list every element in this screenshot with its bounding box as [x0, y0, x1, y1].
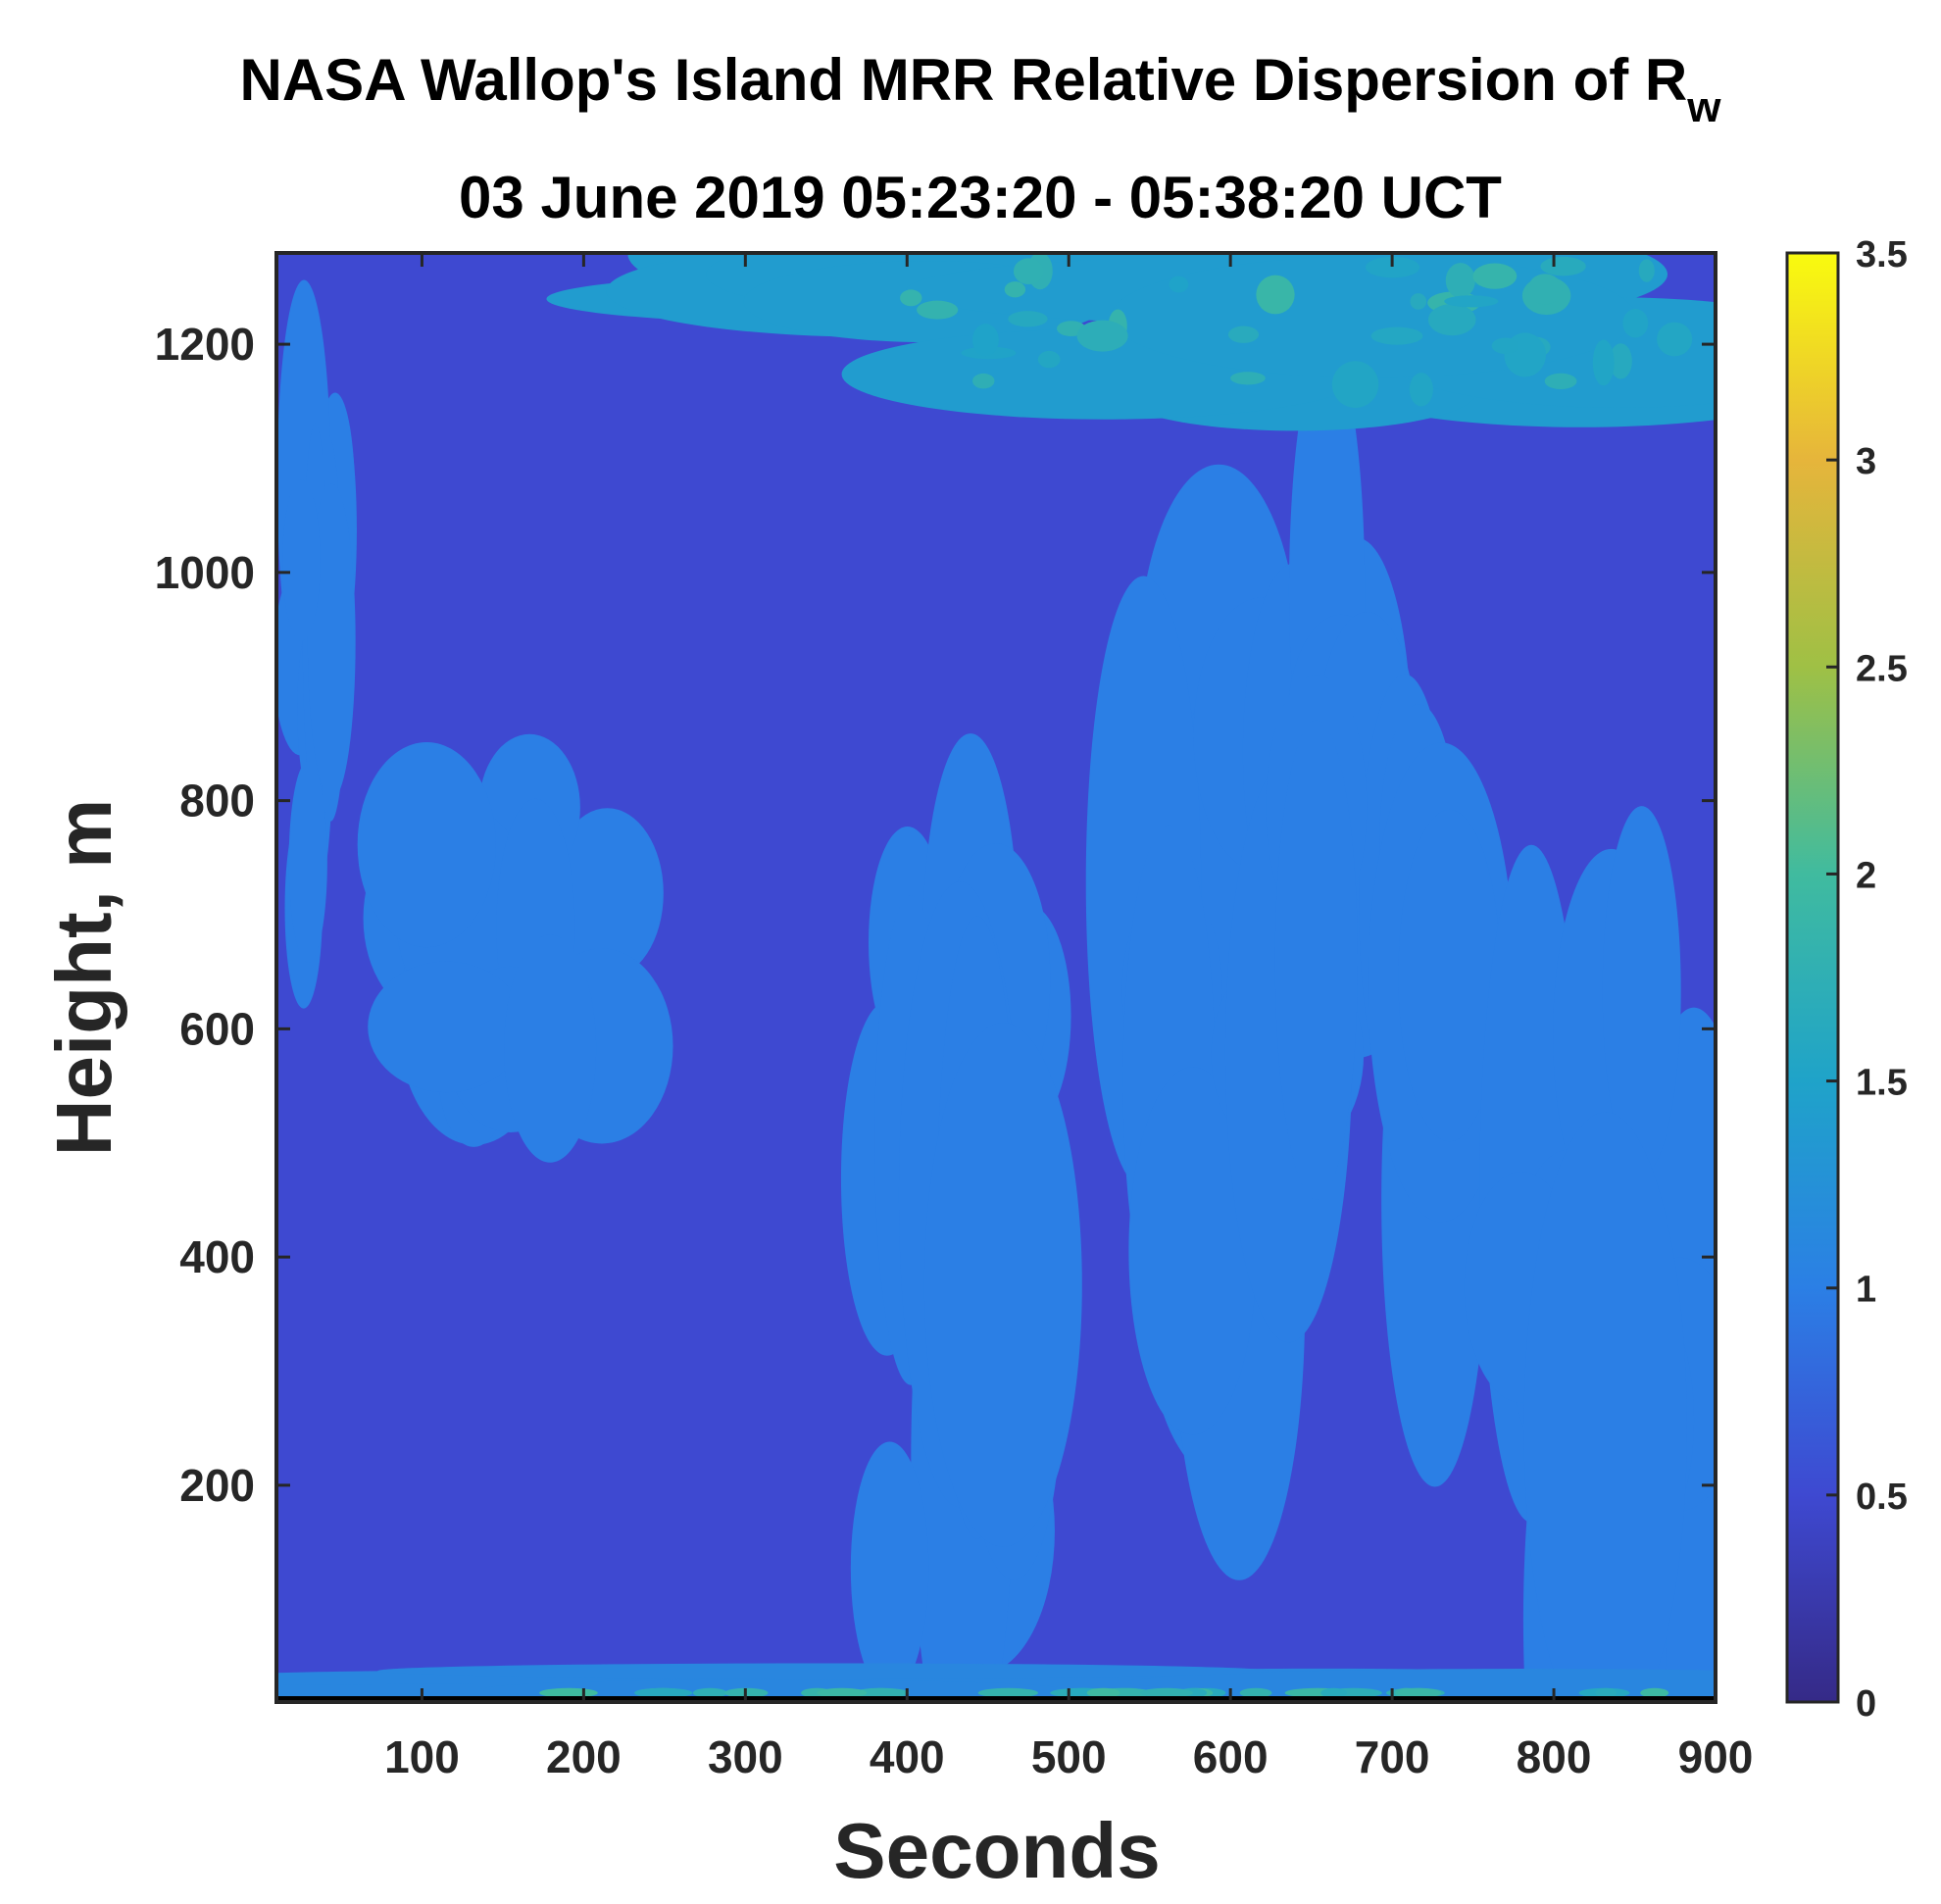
y-axis: 200 400 600 800 1000 1200	[155, 319, 1716, 1511]
heatmap-region	[1398, 809, 1501, 1142]
heatmap-region	[377, 1663, 1270, 1679]
colorbar-ticks: 0 0.5 1 1.5 2 2.5 3 3.5	[1826, 234, 1908, 1725]
heatmap-speck	[1638, 259, 1655, 282]
plot-frame	[274, 251, 1717, 1704]
heatmap-speck	[1595, 1687, 1618, 1698]
heatmap-speck	[977, 1687, 1038, 1698]
y-tick-label: 200	[179, 1460, 255, 1511]
heatmap-speck	[1086, 1687, 1120, 1698]
heatmap-speck	[1410, 293, 1427, 310]
heatmap-speck	[634, 1687, 693, 1698]
heatmap-region	[1523, 1112, 1687, 1702]
heatmap-region	[1128, 1067, 1257, 1435]
x-axis-label: Seconds	[833, 1807, 1160, 1894]
chart-title: NASA Wallop's Island MRR Relative Disper…	[240, 47, 1722, 131]
x-tick-label: 100	[384, 1731, 460, 1782]
heatmap-regions	[276, 253, 1716, 1702]
heatmap-speck	[1527, 274, 1563, 305]
colorbar-tick-label: 3.5	[1856, 234, 1908, 276]
x-tick-label: 700	[1355, 1731, 1430, 1782]
y-tick-label: 800	[179, 776, 255, 827]
heatmap-speck	[1320, 1687, 1347, 1698]
heatmap-speck	[1592, 339, 1615, 386]
heatmap-speck	[1622, 308, 1649, 338]
heatmap-speck	[1444, 295, 1499, 308]
x-tick-label: 800	[1517, 1731, 1592, 1782]
heatmap-field	[276, 253, 1716, 1702]
heatmap-speck	[1004, 281, 1026, 298]
heatmap-speck	[900, 289, 922, 307]
colorbar-tick-label: 3	[1856, 441, 1876, 482]
heatmap-speck	[1409, 373, 1433, 407]
heatmap-region	[923, 1023, 1082, 1547]
heatmap-speck	[917, 300, 959, 320]
heatmap-region	[282, 479, 321, 642]
y-tick-label: 600	[179, 1003, 255, 1054]
heatmap-speck	[1491, 337, 1519, 354]
heatmap-speck	[972, 373, 995, 389]
heatmap-speck	[1657, 322, 1693, 357]
colorbar-tick-label: 2.5	[1856, 648, 1908, 689]
heatmap-speck	[1427, 304, 1476, 336]
heatmap-speck	[692, 1687, 727, 1698]
x-tick-label: 500	[1031, 1731, 1107, 1782]
colorbar-tick-label: 0.5	[1856, 1477, 1908, 1518]
heatmap-region	[480, 1679, 1066, 1700]
y-axis-label: Height, m	[40, 799, 127, 1156]
y-tick-label: 1200	[155, 319, 255, 370]
heatmap-region	[1274, 720, 1359, 1200]
heatmap-speck	[1169, 276, 1189, 293]
x-tick-label: 200	[546, 1731, 622, 1782]
heatmap-speck	[1445, 263, 1475, 298]
x-axis: 100 200 300 400 500 600 700 800 900	[384, 253, 1753, 1782]
chart-subtitle: 03 June 2019 05:23:20 - 05:38:20 UCT	[459, 165, 1502, 230]
heatmap-speck	[1256, 275, 1295, 315]
heatmap-region	[357, 742, 496, 948]
colorbar-gradient	[1785, 251, 1840, 1704]
x-tick-label: 900	[1678, 1731, 1754, 1782]
colorbar-tick-label: 0	[1856, 1683, 1876, 1725]
heatmap-region	[1127, 1669, 1716, 1696]
x-tick-label: 600	[1193, 1731, 1269, 1782]
chart-title-subscript: w	[1686, 83, 1721, 131]
heatmap-speck	[1008, 311, 1048, 327]
heatmap-speck	[1013, 258, 1044, 284]
heatmap-speck	[1397, 1687, 1442, 1698]
heatmap-speck	[1370, 326, 1423, 345]
heatmap-speck	[1609, 343, 1632, 379]
heatmap-speck	[1037, 350, 1061, 369]
heatmap-region	[504, 934, 597, 1163]
heatmap-bottom-edge	[276, 1696, 1716, 1702]
colorbar: 0 0.5 1 1.5 2 2.5 3 3.5	[1785, 234, 1908, 1725]
heatmap-speck	[1140, 1687, 1193, 1698]
heatmap-speck	[1365, 256, 1420, 278]
heatmap-region	[551, 808, 664, 979]
chart-title-main: NASA Wallop's Island MRR Relative Disper…	[240, 47, 1688, 113]
colorbar-tick-label: 1	[1856, 1270, 1876, 1311]
heatmap-speck	[1544, 373, 1577, 389]
x-tick-label: 400	[870, 1731, 945, 1782]
heatmap-speck	[1230, 372, 1266, 385]
heatmap-speck	[817, 1687, 868, 1698]
heatmap-region	[368, 961, 525, 1093]
heatmap-speck	[1331, 361, 1379, 408]
heatmap-speck	[1227, 326, 1260, 343]
y-tick-label: 400	[179, 1231, 255, 1282]
colorbar-tick-label: 2	[1856, 855, 1876, 896]
heatmap-speck	[1540, 256, 1586, 276]
heatmap-speck	[854, 1687, 905, 1698]
colorbar-tick-label: 1.5	[1856, 1063, 1908, 1104]
heatmap-speck	[1239, 1687, 1272, 1698]
heatmap-speck	[1076, 320, 1128, 352]
heatmap-speck	[1640, 1687, 1669, 1698]
heatmap-speck	[972, 324, 999, 357]
heatmap-speck	[1472, 263, 1518, 289]
heatmap-region	[850, 1441, 929, 1695]
heatmap-region	[288, 761, 327, 963]
heatmap-region	[1602, 806, 1681, 1176]
y-tick-label: 1000	[155, 547, 255, 598]
x-tick-label: 300	[708, 1731, 783, 1782]
